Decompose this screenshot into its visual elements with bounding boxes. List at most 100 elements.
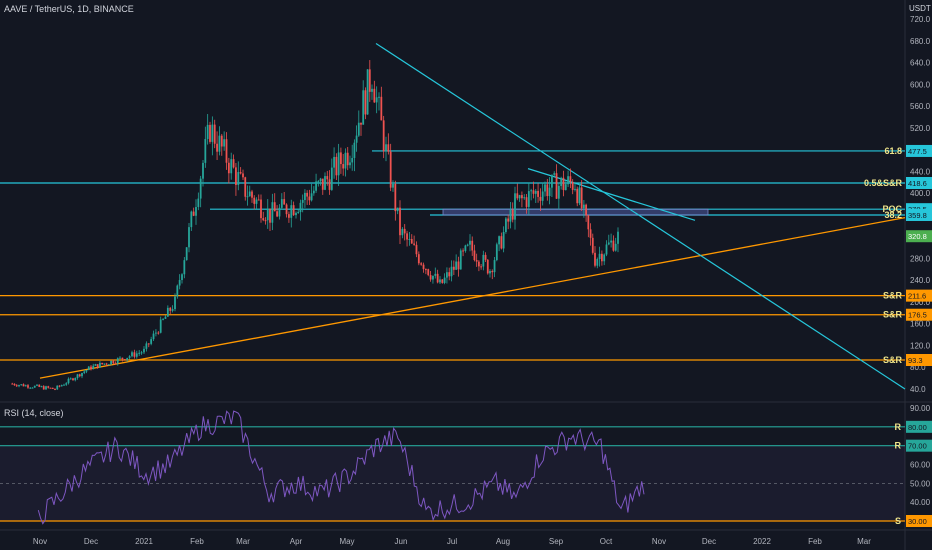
candle-body [78, 374, 81, 377]
time-tick: Mar [857, 537, 871, 546]
rsi-line [37, 410, 645, 525]
candle-body [99, 362, 101, 368]
candle-body [337, 152, 340, 176]
candle-body [366, 69, 369, 115]
candle-body [420, 263, 423, 265]
candle-body [150, 339, 153, 344]
candle-body [351, 157, 354, 163]
candle-body [36, 384, 38, 386]
candle-body [417, 254, 420, 264]
rsi-tag [906, 439, 932, 452]
price-tick: 720.0 [910, 15, 931, 24]
candle-body [271, 202, 274, 223]
candle-body [119, 357, 121, 359]
candle-body [469, 240, 471, 245]
candle-body [408, 239, 411, 241]
candle-body [557, 185, 560, 199]
candle-body [342, 164, 345, 169]
rsi-tick: 60.00 [910, 461, 931, 470]
candle-body [315, 181, 317, 191]
candle-body [582, 204, 585, 209]
price-tag [906, 144, 932, 157]
price-tick: 600.0 [910, 80, 931, 89]
candle-body [525, 197, 528, 207]
candle-body [489, 271, 491, 274]
candle-body [574, 188, 576, 190]
candle-body [24, 385, 27, 387]
candle-body [306, 192, 309, 197]
candle-body [216, 143, 218, 152]
candle-body [518, 195, 521, 199]
time-tick: Dec [84, 537, 98, 546]
candle-body [204, 138, 207, 163]
candle-body [502, 231, 505, 249]
candle-body [523, 197, 526, 199]
price-tick: 280.0 [910, 254, 931, 263]
candle-body [464, 245, 467, 252]
candle-body [406, 233, 408, 240]
candle-body [72, 378, 74, 381]
candle-body [560, 177, 563, 186]
rsi-title: RSI (14, close) [4, 408, 64, 418]
candle-body [410, 239, 413, 244]
candle-body [403, 228, 406, 234]
candle-body [244, 177, 247, 197]
candle-body [213, 124, 216, 144]
price-tick: 520.0 [910, 124, 931, 133]
price-tick: 120.0 [910, 341, 931, 350]
candle-body [239, 172, 242, 174]
currency-label: USDT [909, 4, 931, 13]
rsi-tag-text: 80.00 [908, 423, 927, 432]
candle-body [605, 244, 608, 255]
candle-body [181, 274, 183, 281]
candle-body [83, 371, 86, 373]
candle-body [375, 97, 378, 103]
candle-body [166, 307, 169, 317]
candle-body [324, 176, 326, 190]
candle-body [81, 372, 83, 377]
price-tick: 240.0 [910, 276, 931, 285]
candle-body [399, 207, 401, 236]
candle-body [105, 363, 108, 365]
candle-body [248, 191, 251, 197]
level-note: 61.8 [884, 146, 902, 156]
candle-body [427, 269, 430, 276]
rsi-tag [906, 420, 932, 433]
candle-body [138, 352, 141, 354]
candle-body [202, 162, 204, 179]
candle-body [174, 296, 176, 310]
candle-body [612, 240, 615, 251]
candle-body [603, 254, 606, 262]
time-tick: 2022 [753, 537, 771, 546]
rsi-pane [0, 410, 905, 525]
price-tag [906, 353, 932, 366]
candle-body [283, 199, 286, 205]
poc-box [442, 208, 709, 216]
candle-body [448, 272, 451, 277]
candle-body [292, 205, 295, 216]
rsi-level-note: S [895, 516, 901, 526]
rsi-tag-text: 30.00 [908, 517, 927, 526]
candle-body [614, 243, 617, 251]
candle-body [192, 211, 195, 216]
candle-body [290, 205, 293, 218]
price-tag-text: 477.5 [908, 147, 927, 156]
candle-body [450, 266, 453, 277]
candle-body [18, 385, 20, 387]
price-tick: 160.0 [910, 320, 931, 329]
candle-body [15, 385, 18, 387]
level-note: S&R [883, 310, 903, 320]
candle-body [312, 190, 315, 194]
candle-body [47, 386, 50, 388]
price-tag-text: 211.6 [908, 292, 926, 301]
candle-body [114, 363, 117, 365]
candle-body [598, 253, 601, 260]
candle-body [514, 193, 516, 220]
candle-body [482, 254, 485, 267]
price-tag [906, 308, 932, 321]
candle-body [157, 332, 160, 334]
candle-body [578, 187, 581, 204]
price-tick: 400.0 [910, 189, 931, 198]
candle-body [87, 366, 90, 371]
